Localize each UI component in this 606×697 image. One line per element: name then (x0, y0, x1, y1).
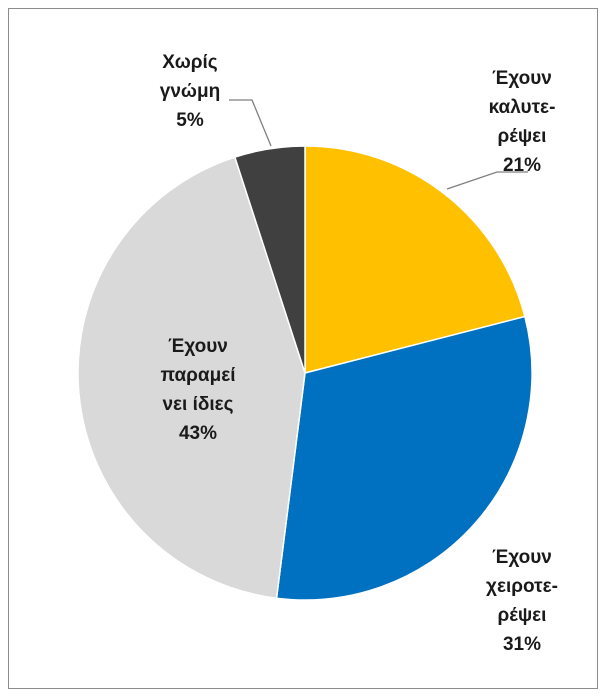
data-label-line: Χωρίς (162, 52, 218, 73)
data-label-line: γνώμη (160, 81, 220, 102)
data-label-line: ρέψει (498, 605, 547, 626)
data-label-line: ρέψει (498, 126, 547, 147)
data-label-line: Έχουν (492, 68, 552, 89)
data-label-worsened: Έχουν χειροτε-ρέψει 31% (486, 547, 558, 655)
data-label-improved: Έχουν καλυτε-ρέψει 21% (489, 68, 556, 176)
leader-line-no-opinion (229, 99, 272, 147)
data-label-value: 31% (503, 634, 541, 655)
pie-slice-improved (304, 145, 526, 374)
leader-line-improved (446, 171, 528, 190)
data-label-unchanged: Έχουν παραμεί νει ίδιες 43% (160, 336, 235, 444)
data-label-value: 5% (176, 110, 204, 131)
data-label-no-opinion: Χωρίς γνώμη 5% (160, 52, 220, 131)
pie-slice-worsened (275, 315, 533, 601)
data-label-line: Έχουν (492, 547, 552, 568)
data-label-line: χειροτε- (486, 576, 558, 597)
data-label-value: 43% (179, 423, 217, 444)
data-label-line: νει ίδιες (162, 394, 233, 415)
data-label-value: 21% (503, 155, 541, 176)
pie-slice-unchanged (77, 156, 306, 600)
data-label-line: καλυτε- (489, 97, 556, 118)
data-label-line: παραμεί (160, 365, 235, 386)
data-label-line: Έχουν (168, 336, 228, 357)
pie-slice-no-opinion (233, 145, 306, 374)
